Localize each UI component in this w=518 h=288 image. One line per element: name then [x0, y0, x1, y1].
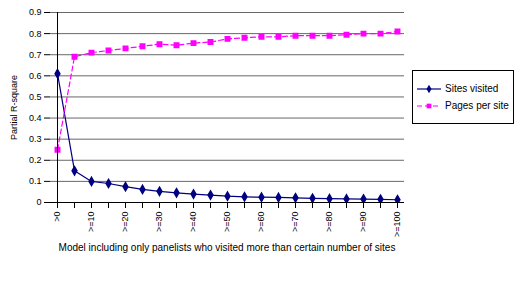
svg-text:0.4: 0.4 [29, 113, 42, 123]
svg-text:0.2: 0.2 [29, 155, 42, 165]
svg-text:>=50: >=50 [222, 212, 232, 233]
svg-text:>0: >0 [52, 212, 62, 222]
svg-text:0.8: 0.8 [29, 28, 42, 38]
svg-text:>=10: >=10 [86, 212, 96, 233]
svg-text:>=80: >=80 [324, 212, 334, 233]
svg-text:0.3: 0.3 [29, 134, 42, 144]
html-text:Pages per site: Pages per site [445, 100, 509, 111]
svg-text:>=30: >=30 [154, 212, 164, 233]
svg-text:0.7: 0.7 [29, 50, 42, 60]
svg-text:0: 0 [36, 197, 41, 207]
html-text:Model including only panelists: Model including only panelists who visit… [58, 242, 396, 253]
svg-text:>=40: >=40 [188, 212, 198, 233]
svg-text:0.6: 0.6 [29, 71, 42, 81]
svg-text:0.9: 0.9 [29, 7, 42, 17]
svg-text:>=70: >=70 [290, 212, 300, 233]
html-text:Sites visited: Sites visited [445, 83, 499, 94]
svg-text:>=90: >=90 [358, 212, 368, 233]
svg-text:Partial R-square: Partial R-square [9, 75, 19, 140]
svg-text:0.5: 0.5 [29, 92, 42, 102]
svg-text:0.1: 0.1 [29, 176, 42, 186]
svg-text:>=100: >=100 [392, 212, 402, 238]
svg-text:>=60: >=60 [256, 212, 266, 233]
svg-text:>=20: >=20 [120, 212, 130, 233]
